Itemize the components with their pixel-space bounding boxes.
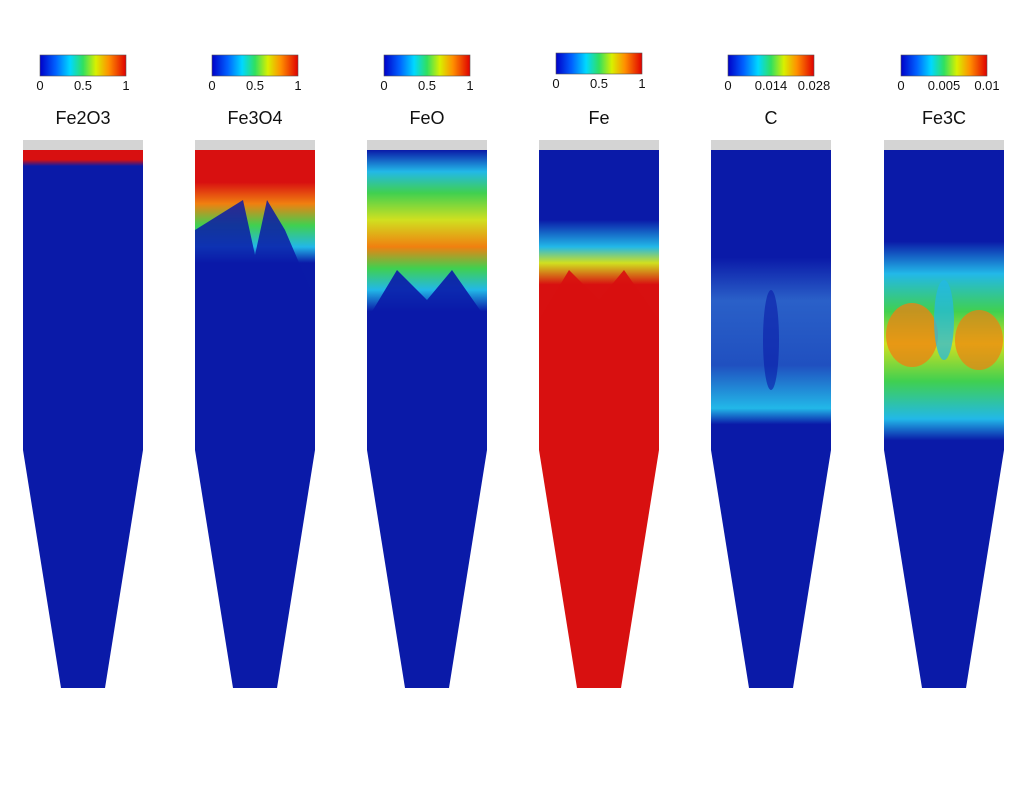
colorbar-tick-label: 0 — [724, 78, 731, 93]
furnace-field — [23, 150, 143, 688]
furnace-body — [367, 150, 487, 688]
field-feature — [955, 310, 1003, 370]
colorbar-tick-label: 0.028 — [798, 78, 831, 93]
panel: 0 0.5 1 Fe2O3 — [23, 54, 143, 688]
colorbar-tick-label: 0 — [380, 78, 387, 93]
panel-title: Fe2O3 — [55, 108, 110, 128]
colorbar-tick-label: 1 — [294, 78, 301, 93]
colorbar — [383, 54, 471, 77]
furnace-cap — [884, 140, 1004, 150]
colorbar-tick-label: 0 — [36, 78, 43, 93]
field-feature — [763, 290, 779, 390]
furnace-body — [884, 150, 1004, 688]
furnace-field — [367, 150, 487, 688]
colorbar-tick-label: 1 — [638, 76, 645, 91]
panel: 0 0.014 0.028 C — [711, 54, 831, 688]
field-feature — [886, 303, 938, 367]
colorbar-tick-label: 0.5 — [418, 78, 436, 93]
panel-title: Fe3C — [922, 108, 966, 128]
furnace-field — [884, 150, 1004, 688]
colorbar — [39, 54, 127, 77]
colorbar-tick-label: 0.01 — [974, 78, 999, 93]
colorbar — [900, 54, 988, 77]
colorbar-tick-label: 0.5 — [74, 78, 92, 93]
field-feature — [539, 270, 659, 360]
furnace-cap — [23, 140, 143, 150]
furnace-field — [711, 150, 831, 688]
colorbar-tick-label: 0 — [897, 78, 904, 93]
field-feature — [934, 280, 954, 360]
colorbar-tick-label: 0.5 — [246, 78, 264, 93]
furnace-cap — [539, 140, 659, 150]
furnace-cap — [367, 140, 487, 150]
furnace-cap — [195, 140, 315, 150]
field-feature — [367, 270, 487, 360]
furnace-body — [195, 150, 315, 688]
colorbar-tick-label: 1 — [466, 78, 473, 93]
panel: 0 0.005 0.01 Fe3C — [884, 54, 1004, 688]
panel-title: Fe3O4 — [227, 108, 282, 128]
furnace-cap — [711, 140, 831, 150]
furnace-body — [711, 150, 831, 688]
panel-title: C — [765, 108, 778, 128]
colorbar-tick-label: 1 — [122, 78, 129, 93]
colorbar-tick-label: 0 — [208, 78, 215, 93]
colorbar — [211, 54, 299, 77]
furnace-field — [539, 150, 659, 688]
furnace-body — [23, 150, 143, 688]
colorbar-tick-label: 0.5 — [590, 76, 608, 91]
panel: 0 0.5 1 Fe3O4 — [195, 54, 315, 688]
colorbar-tick-label: 0 — [552, 76, 559, 91]
colorbar-tick-label: 0.014 — [755, 78, 788, 93]
colorbar — [555, 52, 643, 75]
panel: 0 0.5 1 FeO — [367, 54, 487, 688]
furnace-body — [539, 150, 659, 688]
panel-title: FeO — [409, 108, 444, 128]
colorbar — [727, 54, 815, 77]
panel: 0 0.5 1 Fe — [539, 52, 659, 688]
field-feature — [195, 200, 315, 300]
colorbar-tick-label: 0.005 — [928, 78, 961, 93]
panel-title: Fe — [588, 108, 609, 128]
